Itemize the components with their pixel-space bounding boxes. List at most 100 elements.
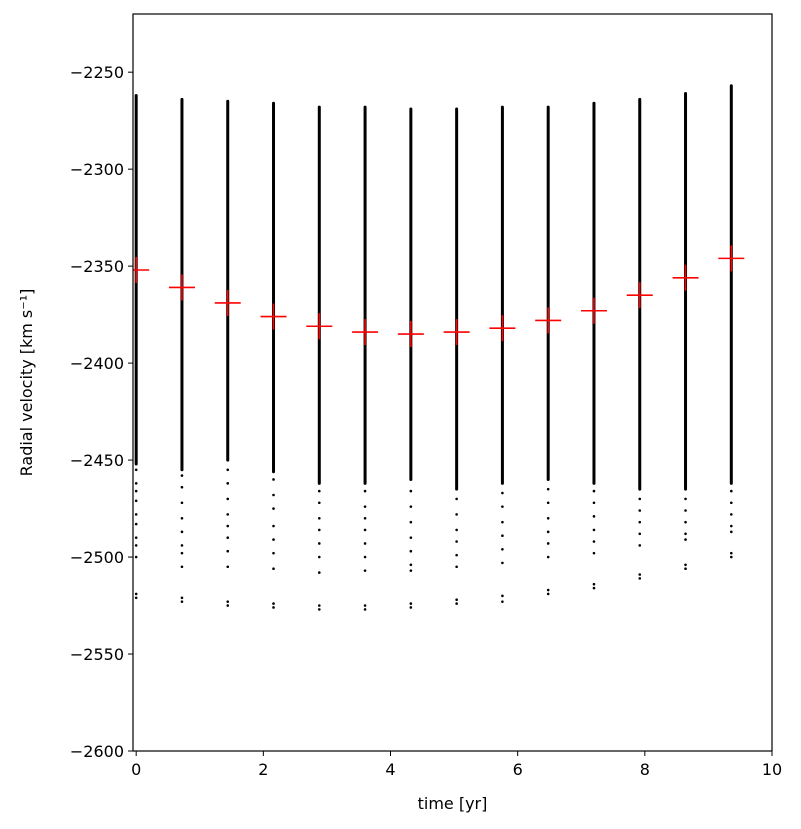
data-point-0-3 xyxy=(134,499,138,503)
data-point-4-4 xyxy=(317,542,321,545)
x-tick-label-3: 6 xyxy=(513,760,523,779)
data-point-0-9 xyxy=(134,592,138,596)
data-point-7-7 xyxy=(455,602,458,605)
y-tick-label-0: −2600 xyxy=(70,742,124,761)
data-point-3-5 xyxy=(272,551,275,555)
data-point-1-9 xyxy=(180,600,184,603)
data-point-6-0 xyxy=(409,489,413,493)
mean-marker-3 xyxy=(260,303,287,330)
mean-marker-4 xyxy=(306,313,333,340)
data-point-10-5 xyxy=(592,551,596,555)
data-point-9-0 xyxy=(546,487,550,491)
data-point-8-6 xyxy=(501,594,504,598)
data-point-6-4 xyxy=(409,549,413,553)
y-tick-label-3: −2450 xyxy=(70,451,124,470)
mean-marker-8 xyxy=(489,315,516,342)
data-point-7-1 xyxy=(455,513,458,516)
data-point-3-0 xyxy=(272,478,275,481)
data-point-2-4 xyxy=(226,524,230,528)
data-point-2-7 xyxy=(226,565,230,569)
data-point-11-5 xyxy=(638,573,642,576)
mean-marker-12 xyxy=(672,264,699,291)
data-column-0 xyxy=(134,93,138,600)
data-column-7 xyxy=(455,107,459,605)
data-point-0-4 xyxy=(134,513,138,516)
data-point-12-4 xyxy=(684,538,687,541)
data-point-8-3 xyxy=(501,534,504,538)
data-point-11-6 xyxy=(638,577,642,580)
data-point-5-1 xyxy=(363,505,367,508)
data-column-2 xyxy=(226,99,230,607)
data-point-0-6 xyxy=(134,536,138,539)
data-point-9-3 xyxy=(546,530,550,534)
data-point-0-0 xyxy=(134,468,138,472)
y-tick-label-2: −2500 xyxy=(70,548,124,567)
data-column-12 xyxy=(684,92,688,570)
data-point-3-1 xyxy=(272,493,275,497)
data-point-11-2 xyxy=(638,520,642,524)
data-point-9-5 xyxy=(546,555,550,559)
mean-marker-5 xyxy=(352,319,379,346)
data-column-13 xyxy=(729,84,733,559)
data-point-6-5 xyxy=(409,563,413,567)
data-point-2-5 xyxy=(226,536,230,539)
data-point-2-6 xyxy=(226,549,230,553)
data-point-8-4 xyxy=(501,547,504,551)
data-point-5-5 xyxy=(363,555,367,559)
data-point-9-4 xyxy=(546,542,550,545)
data-column-11 xyxy=(638,97,642,580)
data-point-2-8 xyxy=(226,600,230,603)
data-point-10-7 xyxy=(592,586,596,590)
data-point-4-6 xyxy=(317,571,321,574)
data-point-7-3 xyxy=(455,540,458,543)
x-tick-label-2: 4 xyxy=(385,760,395,779)
data-column-5 xyxy=(363,105,367,611)
y-tick-label-4: −2400 xyxy=(70,354,124,373)
x-tick-label-0: 0 xyxy=(131,760,141,779)
data-column-9 xyxy=(546,105,550,596)
data-point-12-1 xyxy=(684,509,687,512)
data-point-1-1 xyxy=(180,485,184,489)
data-point-13-0 xyxy=(730,489,733,493)
data-point-3-2 xyxy=(272,507,275,510)
data-point-13-5 xyxy=(730,551,733,555)
data-point-10-1 xyxy=(592,501,596,505)
data-point-4-5 xyxy=(317,555,321,559)
data-point-10-3 xyxy=(592,528,596,532)
data-point-1-0 xyxy=(180,474,184,477)
data-point-2-2 xyxy=(226,497,230,501)
y-tick-label-5: −2350 xyxy=(70,257,124,276)
data-point-10-0 xyxy=(592,489,596,493)
data-point-11-3 xyxy=(638,532,642,536)
data-point-6-1 xyxy=(409,505,413,508)
data-point-8-0 xyxy=(501,491,504,495)
plot-frame xyxy=(132,13,773,752)
data-point-11-4 xyxy=(638,544,642,547)
data-point-1-5 xyxy=(180,544,184,547)
y-tick-label-1: −2550 xyxy=(70,645,124,664)
data-point-6-6 xyxy=(409,569,413,572)
data-point-4-0 xyxy=(317,489,321,493)
data-column-6 xyxy=(409,107,413,609)
data-point-3-4 xyxy=(272,538,275,541)
data-point-3-6 xyxy=(272,567,275,570)
data-point-10-4 xyxy=(592,540,596,543)
data-point-8-7 xyxy=(501,600,504,603)
data-point-9-6 xyxy=(546,588,550,592)
data-point-5-0 xyxy=(363,489,367,493)
data-point-13-4 xyxy=(730,530,733,534)
data-point-0-1 xyxy=(134,482,138,485)
mean-marker-7 xyxy=(443,319,470,346)
data-point-1-3 xyxy=(180,516,184,520)
data-point-0-10 xyxy=(134,596,138,600)
data-point-1-7 xyxy=(180,565,184,569)
data-point-1-4 xyxy=(180,530,184,534)
data-point-0-8 xyxy=(134,555,138,559)
data-point-4-2 xyxy=(317,516,321,520)
data-point-6-7 xyxy=(409,602,413,605)
data-point-12-2 xyxy=(684,520,687,524)
data-point-1-2 xyxy=(180,501,184,505)
data-point-4-3 xyxy=(317,528,321,532)
mean-marker-13 xyxy=(718,245,745,272)
y-tick-label-7: −2250 xyxy=(70,63,124,82)
